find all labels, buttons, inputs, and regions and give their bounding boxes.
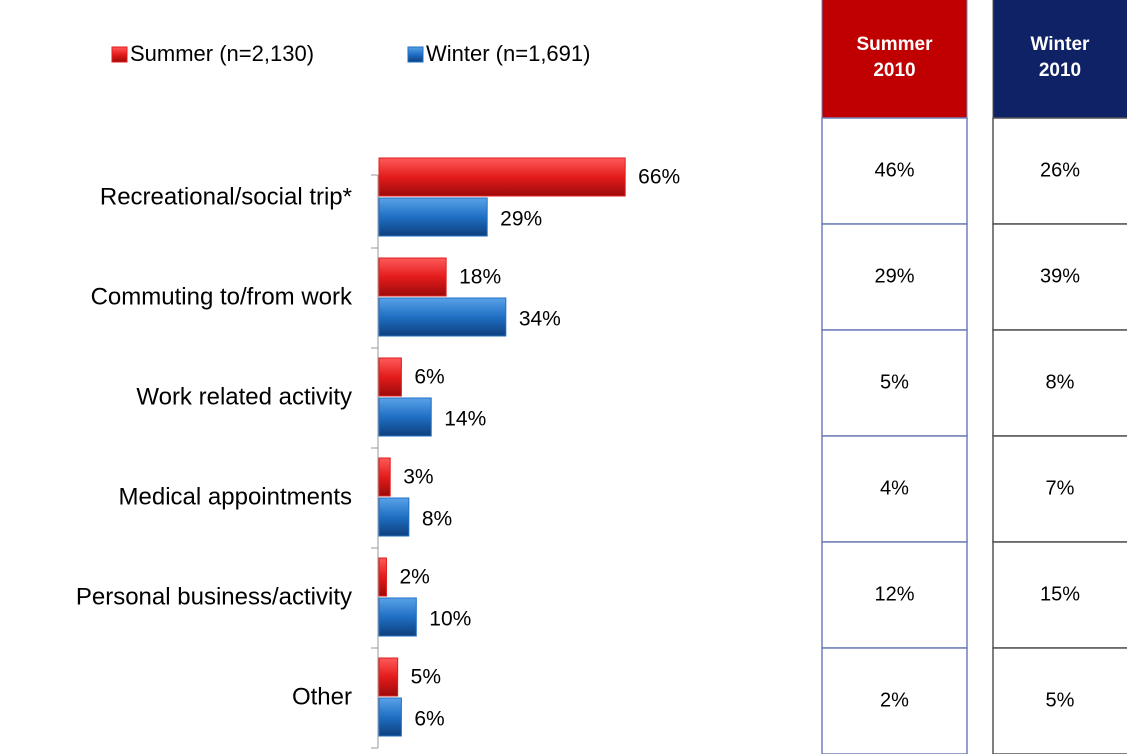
table-cell [992, 329, 1127, 437]
value-label: 34% [519, 308, 561, 331]
value-label: 14% [444, 408, 486, 431]
table-cell-text: 5% [1046, 689, 1075, 711]
value-label: 10% [429, 608, 471, 631]
table-cell-text: 4% [880, 477, 909, 499]
table-cell [821, 541, 968, 649]
table-cell [821, 435, 968, 543]
table-header-text: 2010 [1039, 60, 1081, 81]
value-label: 6% [414, 708, 444, 731]
table-cell-text: 46% [874, 159, 914, 181]
table-cell-text: 12% [874, 583, 914, 605]
bar [378, 697, 402, 737]
value-label: 29% [500, 208, 542, 231]
bar [378, 197, 488, 237]
value-label: 6% [414, 366, 444, 389]
value-label: 8% [422, 508, 452, 531]
table-cell [992, 435, 1127, 543]
category-label: Recreational/social trip* [100, 183, 352, 210]
category-label: Other [292, 683, 352, 710]
legend-swatch [407, 46, 424, 63]
table-cell-text: 5% [880, 371, 909, 393]
table-cell-text: 26% [1040, 159, 1080, 181]
category-label: Work related activity [136, 383, 352, 410]
value-label: 3% [403, 466, 433, 489]
bar [378, 457, 391, 497]
bar [378, 397, 432, 437]
value-label: 2% [399, 566, 429, 589]
table-cell [992, 223, 1127, 331]
bar [378, 257, 447, 297]
value-label: 66% [638, 166, 680, 189]
bar [378, 357, 402, 397]
table-cell [821, 117, 968, 225]
table-cell-text: 15% [1040, 583, 1080, 605]
bar [378, 497, 410, 537]
bar [378, 597, 417, 637]
table-header [992, 0, 1127, 119]
category-label: Commuting to/from work [91, 283, 353, 310]
category-label: Medical appointments [119, 483, 352, 510]
legend-label: Winter (n=1,691) [426, 41, 590, 66]
value-label: 18% [459, 266, 501, 289]
bar [378, 657, 399, 697]
legend-label: Summer (n=2,130) [130, 41, 314, 66]
table-header-text: Summer [856, 34, 933, 55]
table-cell-text: 2% [880, 689, 909, 711]
table-cell-text: 8% [1046, 371, 1075, 393]
value-label: 5% [411, 666, 441, 689]
table-header [821, 0, 968, 119]
bar [378, 157, 626, 197]
table-cell-text: 39% [1040, 265, 1080, 287]
bar [378, 557, 387, 597]
table-cell [821, 647, 968, 754]
category-label: Personal business/activity [76, 583, 352, 610]
legend-swatch [111, 46, 128, 63]
bar [378, 297, 507, 337]
table-header-text: 2010 [873, 60, 915, 81]
table-header-text: Winter [1031, 34, 1091, 55]
table-cell-text: 7% [1046, 477, 1075, 499]
table-cell [992, 647, 1127, 754]
table-cell-text: 29% [874, 265, 914, 287]
table-cell [821, 329, 968, 437]
table-cell [821, 223, 968, 331]
table-cell [992, 117, 1127, 225]
table-cell [992, 541, 1127, 649]
